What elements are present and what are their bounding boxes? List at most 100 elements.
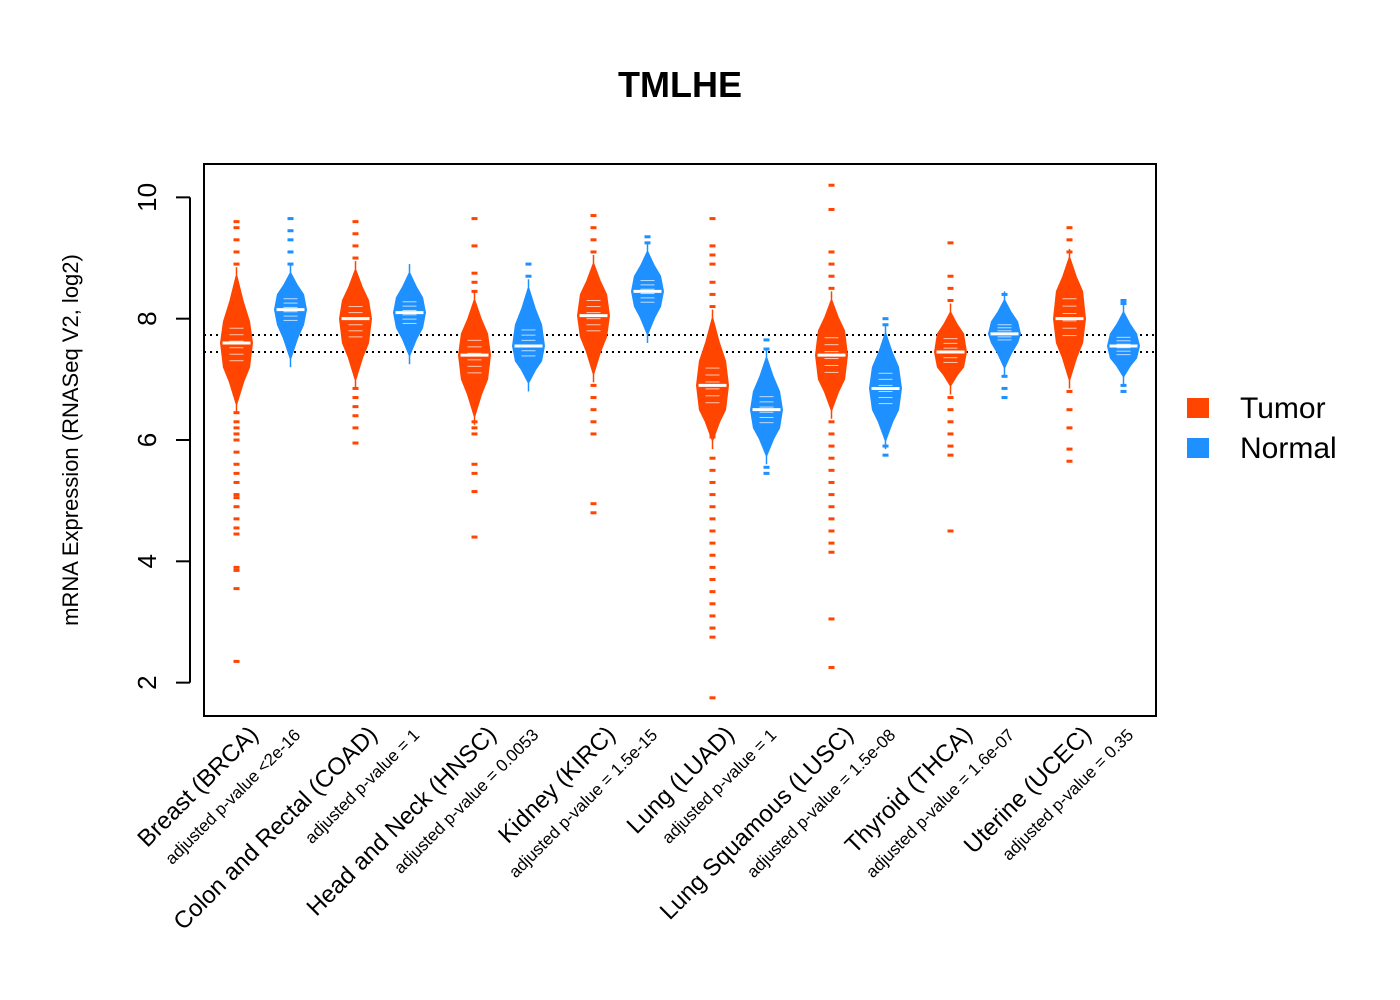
tumor-outlier: [471, 289, 478, 293]
tumor-outlier: [828, 286, 835, 290]
tumor-violin: [695, 318, 730, 441]
tumor-outlier: [233, 532, 240, 536]
tumor-outlier: [233, 496, 240, 500]
tumor-outlier: [709, 635, 716, 639]
tumor-outlier: [590, 226, 597, 230]
legend: Tumor Normal: [1187, 392, 1337, 465]
tumor-outlier: [709, 553, 716, 557]
tumor-outlier: [709, 517, 716, 521]
tumor-outlier: [233, 659, 240, 663]
normal-outlier: [1120, 302, 1127, 306]
tumor-outlier: [947, 420, 954, 424]
normal-outlier: [763, 347, 770, 351]
tumor-outlier: [828, 183, 835, 187]
group: [338, 220, 427, 445]
tumor-outlier: [233, 565, 240, 569]
tumor-outlier: [352, 232, 359, 236]
tumor-outlier: [828, 468, 835, 472]
tumor-outlier: [828, 529, 835, 533]
y-axis-label: mRNA Expression (RNASeq V2, log2): [58, 254, 83, 626]
tumor-outlier: [947, 241, 954, 245]
normal-outlier: [1001, 396, 1008, 400]
normal-outlier: [763, 471, 770, 475]
tumor-outlier: [471, 535, 478, 539]
tumor-outlier: [947, 453, 954, 457]
tumor-outlier: [471, 432, 478, 436]
normal-outlier: [1120, 298, 1127, 302]
tumor-outlier: [709, 305, 716, 309]
tumor-outlier: [352, 441, 359, 445]
tumor-outlier: [233, 220, 240, 224]
tumor-outlier: [709, 280, 716, 284]
tumor-outlier: [828, 456, 835, 460]
tumor-outlier: [233, 250, 240, 254]
normal-outlier: [763, 338, 770, 342]
tumor-outlier: [590, 432, 597, 436]
tumor-outlier: [828, 250, 835, 254]
legend-label: Tumor: [1240, 392, 1326, 425]
tumor-outlier: [828, 665, 835, 669]
tumor-outlier: [709, 480, 716, 484]
tumor-outlier: [828, 617, 835, 621]
normal-outlier: [1001, 374, 1008, 378]
tumor-outlier: [590, 214, 597, 218]
group: [1052, 226, 1141, 463]
legend-swatch: [1187, 398, 1209, 418]
legend-label: Normal: [1240, 432, 1337, 465]
tumor-outlier: [1066, 238, 1073, 242]
tumor-outlier: [233, 517, 240, 521]
tumor-outlier: [828, 444, 835, 448]
tumor-outlier: [709, 217, 716, 221]
tumor-outlier: [233, 480, 240, 484]
tumor-outlier: [352, 414, 359, 418]
tumor-violin: [219, 275, 254, 405]
tumor-outlier: [1066, 447, 1073, 451]
tumor-outlier: [709, 435, 716, 439]
group: [814, 183, 903, 669]
normal-outlier: [1120, 383, 1127, 387]
tumor-outlier: [709, 626, 716, 630]
tumor-outlier: [828, 480, 835, 484]
tumor-outlier: [471, 426, 478, 430]
tumor-outlier: [709, 493, 716, 497]
normal-outlier: [525, 274, 532, 278]
tumor-outlier: [233, 226, 240, 230]
tumor-outlier: [233, 438, 240, 442]
normal-outlier: [287, 217, 294, 221]
tumor-outlier: [233, 450, 240, 454]
tumor-outlier: [947, 432, 954, 436]
y-tick-label: 4: [132, 554, 162, 568]
tumor-outlier: [828, 550, 835, 554]
tumor-outlier: [709, 262, 716, 266]
group: [457, 217, 546, 539]
y-tick-label: 10: [132, 183, 162, 212]
tumor-outlier: [352, 220, 359, 224]
tumor-violin: [933, 312, 968, 386]
normal-violin: [630, 251, 665, 335]
tumor-outlier: [947, 444, 954, 448]
tumor-outlier: [709, 468, 716, 472]
tumor-outlier: [590, 238, 597, 242]
tumor-outlier: [590, 511, 597, 515]
tumor-outlier: [233, 420, 240, 424]
tumor-outlier: [709, 541, 716, 545]
tumor-outlier: [828, 432, 835, 436]
tumor-outlier: [709, 529, 716, 533]
chart-title: TMLHE: [618, 64, 742, 105]
tumor-outlier: [1066, 459, 1073, 463]
tumor-outlier: [590, 383, 597, 387]
normal-outlier: [882, 323, 889, 327]
group: [576, 214, 665, 515]
tumor-outlier: [709, 292, 716, 296]
tumor-outlier: [828, 274, 835, 278]
tumor-outlier: [471, 280, 478, 284]
tumor-outlier: [590, 420, 597, 424]
tumor-outlier: [709, 456, 716, 460]
tumor-outlier: [233, 505, 240, 509]
tumor-outlier: [828, 420, 835, 424]
tumor-outlier: [709, 696, 716, 700]
tumor-outlier: [947, 396, 954, 400]
tumor-outlier: [828, 505, 835, 509]
normal-outlier: [287, 229, 294, 233]
tumor-outlier: [947, 286, 954, 290]
